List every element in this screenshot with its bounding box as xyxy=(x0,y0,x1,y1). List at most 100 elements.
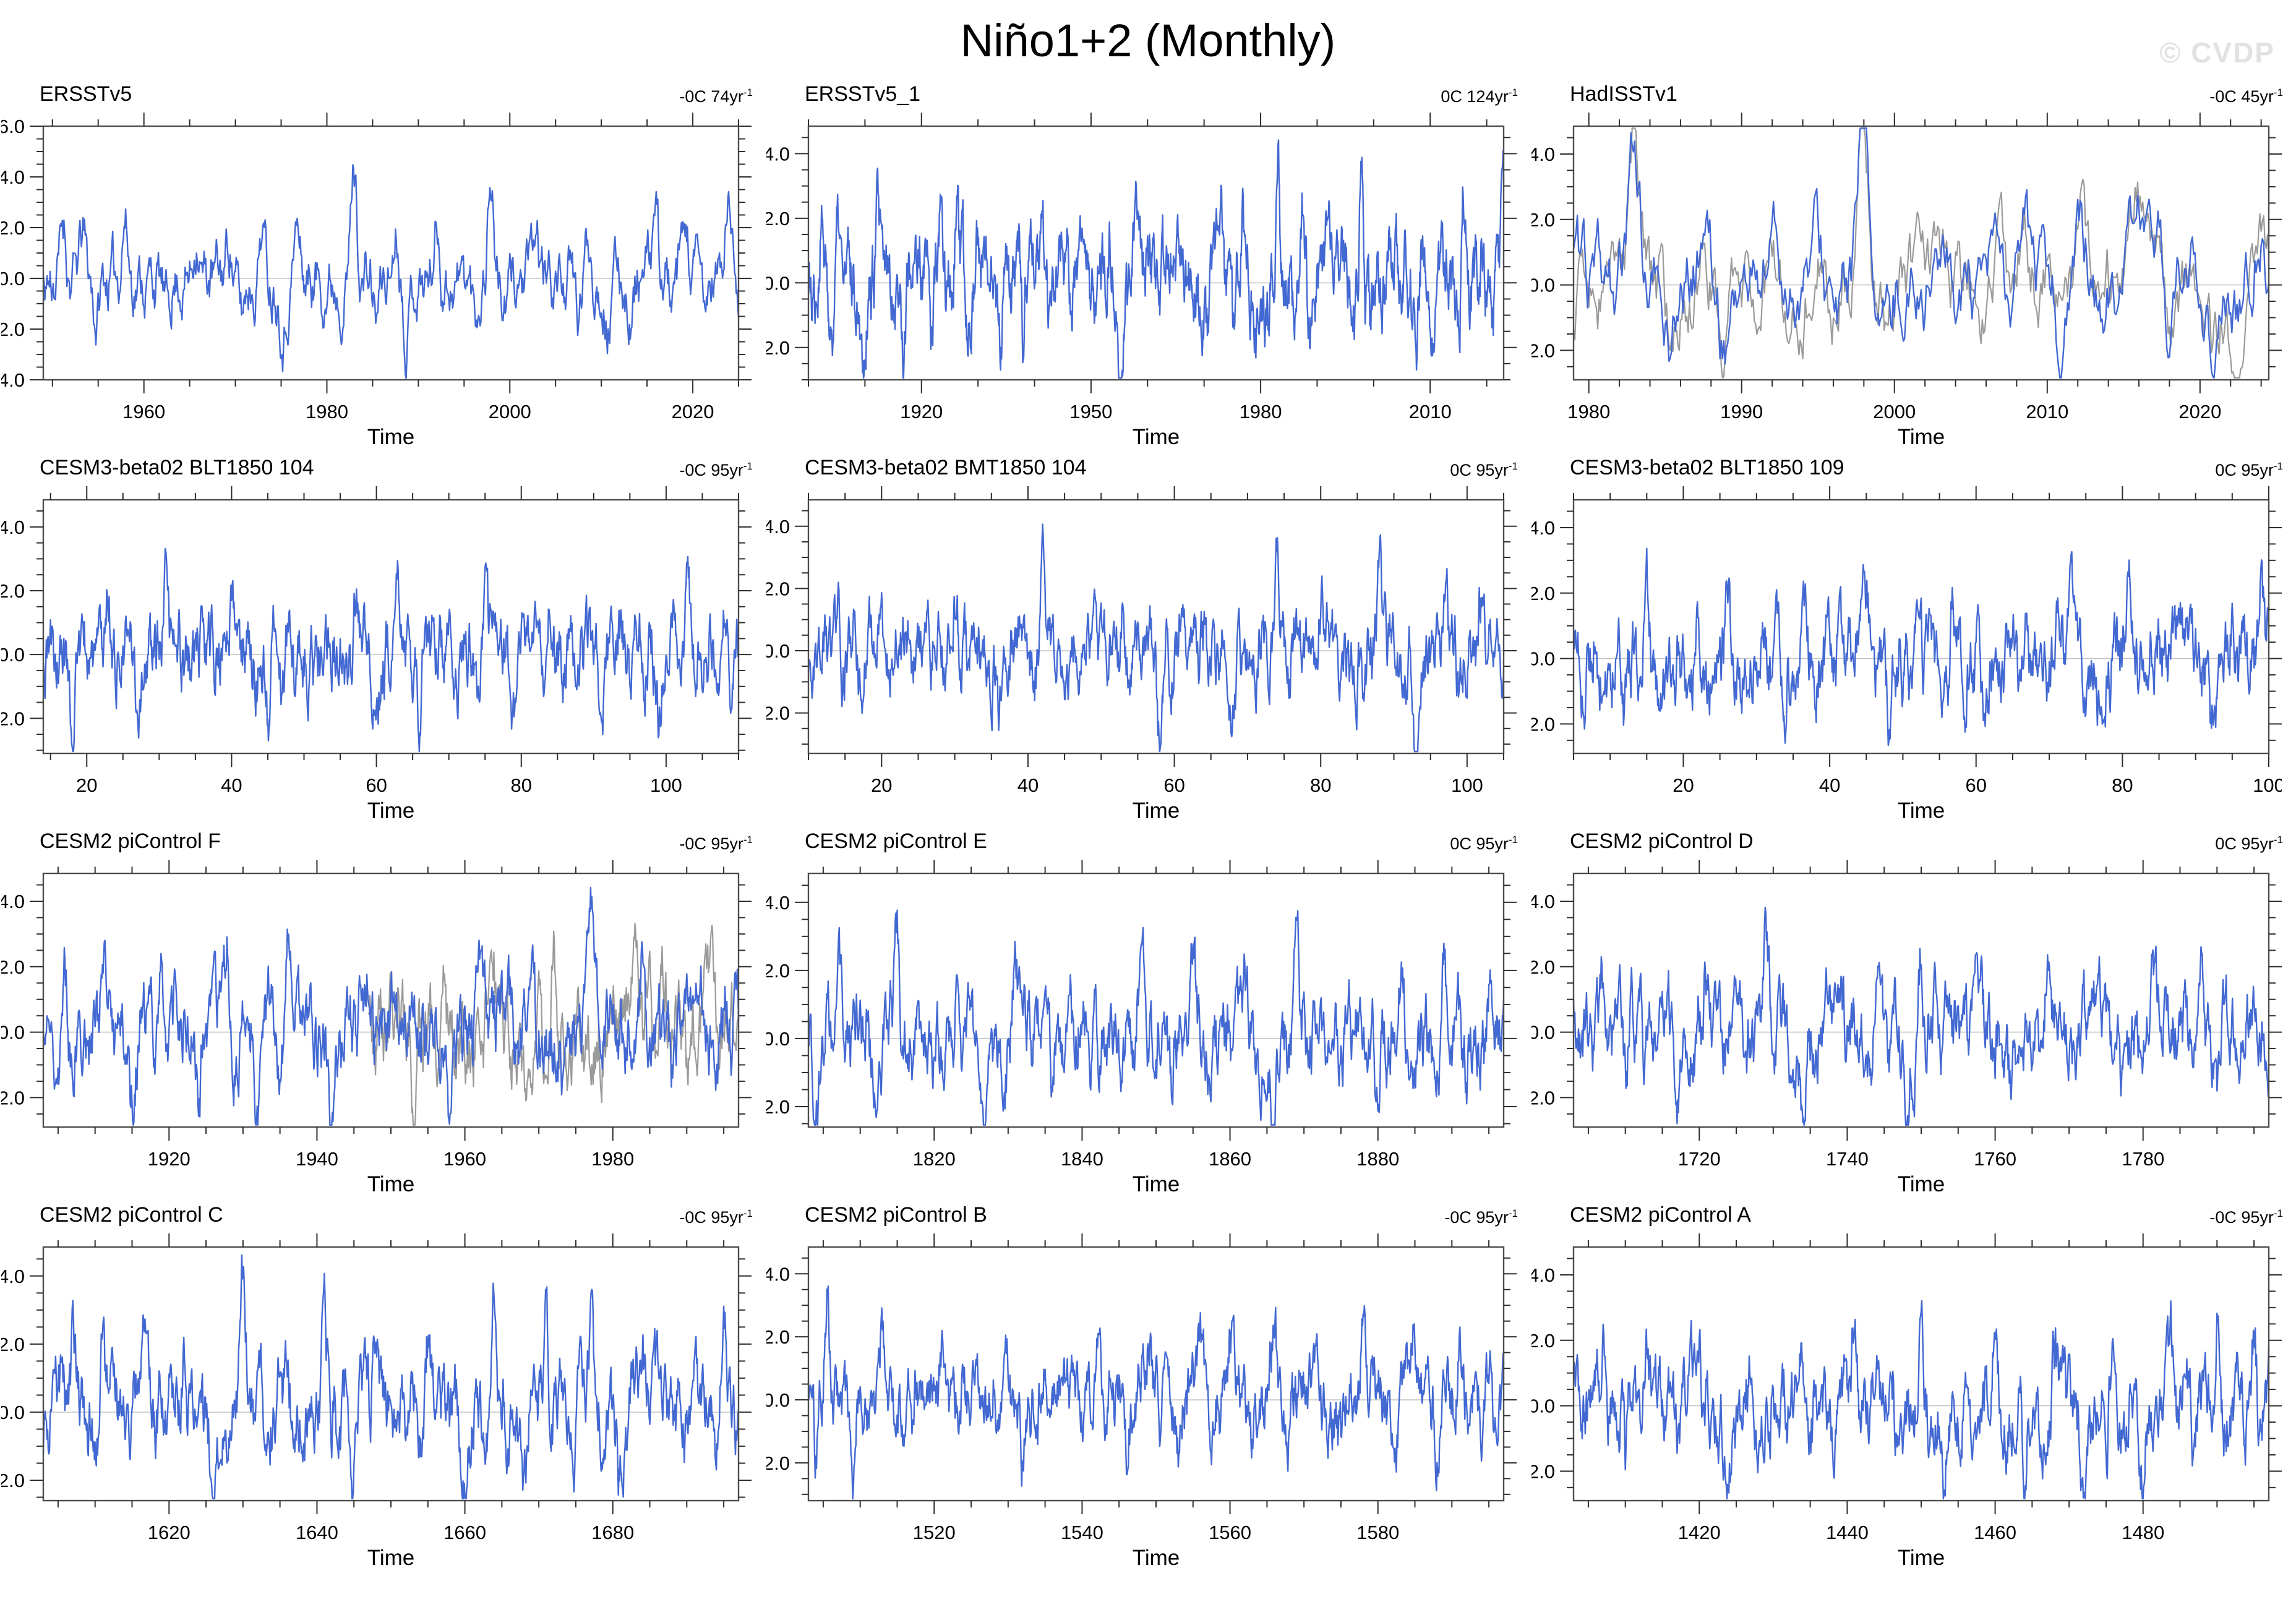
time-axis-label: Time xyxy=(1133,1546,1180,1567)
y-tick-label: -2.0 xyxy=(1,1087,25,1108)
panel-header: ERSSTv5 -0C 74yr-1 xyxy=(40,79,753,106)
x-tick-label: 1620 xyxy=(148,1522,191,1543)
y-tick-label: 4.0 xyxy=(1531,144,1555,165)
x-tick-label: 100 xyxy=(1451,774,1483,796)
trend-value: 0C 95yr xyxy=(1450,834,1509,853)
x-tick-label: 1960 xyxy=(443,1148,486,1170)
x-tick-label: 2020 xyxy=(672,401,714,422)
y-tick-label: 0.0 xyxy=(1,1402,25,1423)
time-series-plot: 1820 1840 1860 1880 -2.0 0.0 2.0 4.0 Time xyxy=(766,860,1517,1194)
panel-title: ERSSTv5 xyxy=(40,82,132,106)
trend-exponent: -1 xyxy=(743,460,753,472)
y-tick-label: 0.0 xyxy=(1,268,25,289)
x-tick-label: 60 xyxy=(1163,774,1184,796)
time-axis-label: Time xyxy=(1133,425,1180,447)
y-tick-label: 0.0 xyxy=(1531,1022,1555,1044)
panel-header: HadISSTv1 -0C 45yr-1 xyxy=(1570,79,2283,106)
y-tick-label: 0.0 xyxy=(766,640,790,662)
y-tick-label: 2.0 xyxy=(1531,956,1555,978)
x-tick-label: 1760 xyxy=(1974,1148,2016,1170)
y-tick-label: 2.0 xyxy=(1531,583,1555,604)
y-tick-label: 4.0 xyxy=(1,166,25,188)
y-tick-label: 4.0 xyxy=(1,517,25,538)
panel-title: CESM2 piControl F xyxy=(40,830,221,853)
series-line-picontrol-b xyxy=(807,1285,1505,1500)
x-tick-label: 1820 xyxy=(913,1148,956,1170)
x-tick-label: 1990 xyxy=(1720,401,1763,422)
trend-value: -0C 95yr xyxy=(679,1208,743,1227)
trend-exponent: -1 xyxy=(2273,834,2283,846)
series-line-picontrol-f xyxy=(42,886,740,1126)
y-tick-label: -2.0 xyxy=(1,708,25,729)
x-tick-label: 40 xyxy=(221,774,242,796)
trend-exponent: -1 xyxy=(1508,834,1518,846)
x-tick-label: 1680 xyxy=(591,1522,634,1543)
time-axis-label: Time xyxy=(1133,799,1180,820)
series-line-ersstv5_1 xyxy=(807,139,1505,379)
x-tick-label: 100 xyxy=(2253,774,2282,796)
x-tick-label: 1980 xyxy=(306,401,348,422)
trend-value: -0C 95yr xyxy=(679,834,743,853)
y-tick-label: 0.0 xyxy=(766,1389,790,1411)
trend-exponent: -1 xyxy=(1508,460,1518,472)
series-line-ersstv5 xyxy=(42,164,740,379)
x-tick-label: 1740 xyxy=(1826,1148,1869,1170)
series-line-picontrol-d xyxy=(1572,906,2270,1126)
time-series-plot: 1960 1980 2000 2020 -4.0 -2.0 0.0 2.0 4.0 6.0 Time xyxy=(1,113,752,447)
series-line-blt1850-104 xyxy=(42,547,740,753)
trend-exponent: -1 xyxy=(743,87,753,98)
panel-title: ERSSTv5_1 xyxy=(805,82,921,106)
y-tick-label: -2.0 xyxy=(766,337,790,359)
charts-grid: ERSSTv5 -0C 74yr-1 1960198020002020-4.0-… xyxy=(0,79,2296,1571)
panel-title: CESM2 piControl A xyxy=(1570,1203,1751,1227)
y-tick-label: -2.0 xyxy=(1531,1087,1555,1108)
y-tick-label: -2.0 xyxy=(1531,713,1555,735)
trend-label: 0C 95yr-1 xyxy=(2215,834,2283,854)
trend-label: 0C 95yr-1 xyxy=(1450,834,1518,854)
chart-panel-cesm2-picontrol-f: CESM2 piControl F -0C 95yr-1 1920 1940 196… xyxy=(1,826,766,1198)
x-tick-label: 80 xyxy=(1310,774,1331,796)
chart-panel-ersstv5: ERSSTv5 -0C 74yr-1 1960 1980 2000 2020 -4.0 -… xyxy=(1,79,766,450)
x-tick-label: 1980 xyxy=(1567,401,1610,422)
trend-value: 0C 95yr xyxy=(2215,461,2274,479)
time-series-plot: 1920 1950 1980 2010 -2.0 0.0 2.0 4.0 Time xyxy=(766,113,1517,447)
x-tick-label: 1460 xyxy=(1974,1522,2016,1543)
panel-header: CESM2 piControl E 0C 95yr-1 xyxy=(805,826,1518,854)
trend-exponent: -1 xyxy=(1508,1207,1518,1219)
trend-value: 0C 95yr xyxy=(2215,834,2274,853)
trend-value: -0C 95yr xyxy=(2209,1208,2274,1227)
y-tick-label: 4.0 xyxy=(766,143,790,165)
x-tick-label: 1480 xyxy=(2122,1522,2164,1543)
time-axis-label: Time xyxy=(1898,1546,1945,1567)
x-tick-label: 1580 xyxy=(1356,1522,1399,1543)
x-tick-label: 1640 xyxy=(296,1522,338,1543)
y-tick-label: -2.0 xyxy=(1,319,25,340)
panel-title: CESM3-beta02 BLT1850 104 xyxy=(40,456,314,479)
y-tick-label: 2.0 xyxy=(1531,209,1555,231)
x-tick-label: 2020 xyxy=(2178,401,2221,422)
time-series-plot: 1720 1740 1760 1780 -2.0 0.0 2.0 4.0 Time xyxy=(1531,860,2282,1194)
y-tick-label: 0.0 xyxy=(766,272,790,294)
x-tick-label: 1980 xyxy=(1240,401,1282,422)
y-tick-label: 2.0 xyxy=(1,956,25,978)
trend-exponent: -1 xyxy=(743,1207,753,1219)
y-tick-label: 4.0 xyxy=(766,892,790,914)
trend-value: -0C 95yr xyxy=(1444,1208,1509,1227)
y-tick-label: 4.0 xyxy=(766,1263,790,1285)
time-axis-label: Time xyxy=(1898,799,1945,820)
series-line-hadisstv1 xyxy=(1572,127,2270,379)
time-axis-label: Time xyxy=(367,1546,414,1567)
page-title: Niño1+2 (Monthly) xyxy=(960,15,1336,66)
y-tick-label: 2.0 xyxy=(1,1334,25,1355)
x-tick-label: 1440 xyxy=(1826,1522,1869,1543)
x-tick-label: 2010 xyxy=(1409,401,1452,422)
panel-header: CESM3-beta02 BLT1850 104 -0C 95yr-1 xyxy=(40,453,753,480)
x-tick-label: 20 xyxy=(76,774,97,796)
x-tick-label: 1720 xyxy=(1678,1148,1721,1170)
panel-title: CESM3-beta02 BLT1850 109 xyxy=(1570,456,1844,479)
x-tick-label: 1880 xyxy=(1356,1148,1399,1170)
y-tick-label: 2.0 xyxy=(766,1326,790,1348)
y-tick-label: 2.0 xyxy=(1,580,25,602)
x-tick-label: 2010 xyxy=(2026,401,2068,422)
y-tick-label: -2.0 xyxy=(1,1470,25,1491)
